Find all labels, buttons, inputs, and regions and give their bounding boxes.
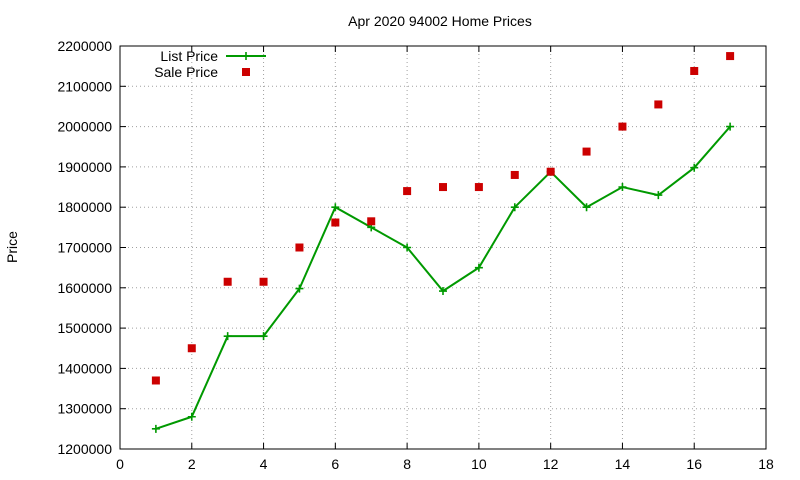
data-point	[403, 187, 412, 196]
x-tick-label: 18	[758, 456, 774, 472]
data-point	[439, 183, 447, 192]
legend-label: Sale Price	[154, 64, 218, 80]
x-tick-label: 10	[471, 456, 487, 472]
data-point	[295, 243, 304, 252]
plot-area	[151, 52, 735, 433]
y-tick-label: 1300000	[57, 401, 112, 417]
x-tick-label: 14	[615, 456, 631, 472]
y-axis-label: Price	[4, 231, 20, 263]
data-point	[654, 191, 663, 200]
data-point	[295, 284, 304, 293]
data-point	[151, 424, 160, 433]
series-line	[155, 125, 731, 430]
data-point	[474, 183, 483, 192]
series-sale-price	[151, 52, 735, 385]
data-point	[726, 122, 735, 131]
data-point	[690, 66, 699, 75]
y-tick-label: 2100000	[57, 78, 112, 94]
data-point	[582, 147, 591, 156]
y-tick-label: 2000000	[57, 119, 112, 135]
y-tick-label: 1600000	[57, 280, 112, 296]
data-point	[582, 203, 591, 212]
chart-title: Apr 2020 94002 Home Prices	[348, 13, 532, 29]
x-tick-label: 4	[260, 456, 268, 472]
y-tick-label: 1400000	[57, 360, 112, 376]
y-tick-label: 1500000	[57, 320, 112, 336]
data-point	[654, 100, 663, 109]
data-point	[439, 287, 447, 296]
data-point	[187, 344, 196, 353]
data-point	[223, 277, 232, 286]
data-point	[367, 217, 376, 226]
data-point	[331, 203, 340, 212]
y-tick-label: 2200000	[57, 38, 112, 54]
data-point	[546, 167, 555, 176]
data-point	[690, 163, 699, 172]
x-tick-label: 8	[403, 456, 411, 472]
y-tick-label: 1800000	[57, 199, 112, 215]
legend-label: List Price	[160, 48, 218, 64]
data-point	[223, 332, 232, 341]
data-point	[474, 263, 483, 272]
legend-swatch-marker	[242, 52, 250, 60]
data-point	[259, 332, 268, 341]
data-point	[331, 218, 340, 227]
y-tick-label: 1900000	[57, 159, 112, 175]
x-tick-label: 6	[331, 456, 339, 472]
data-point	[618, 183, 627, 192]
data-point	[151, 376, 160, 385]
legend-swatch-marker	[242, 68, 250, 76]
grid-lines	[120, 46, 766, 449]
series-list-price	[151, 122, 735, 433]
plot-frame	[119, 45, 767, 450]
x-tick-label: 16	[686, 456, 702, 472]
data-point	[259, 277, 268, 286]
x-tick-label: 12	[543, 456, 559, 472]
x-tick-label: 0	[116, 456, 124, 472]
data-point	[510, 170, 519, 179]
data-point	[618, 122, 627, 131]
y-tick-label: 1700000	[57, 240, 112, 256]
data-point	[510, 203, 519, 212]
data-point	[403, 243, 412, 252]
x-tick-label: 2	[188, 456, 196, 472]
data-point	[187, 412, 196, 421]
axis-ticks: 1200000 1300000 1400000 1500000 1600000 17000…	[57, 38, 774, 472]
y-tick-label: 1200000	[57, 441, 112, 457]
data-point	[726, 52, 735, 61]
